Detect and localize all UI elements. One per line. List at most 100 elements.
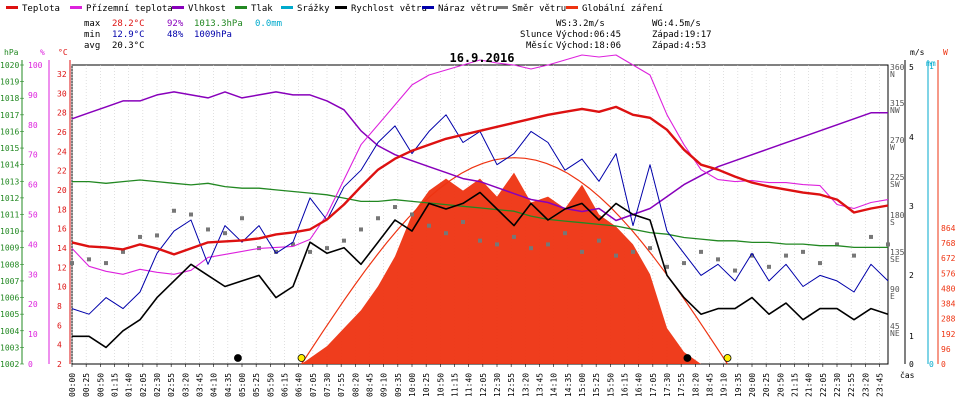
- axes: 00:00 00:25 00:50 01:15 01:40 02:05 02:30 02:55…: [0, 48, 956, 397]
- x-tick-label: 08:45: [366, 373, 375, 397]
- hpa-tick-label: 1004: [0, 327, 19, 336]
- deg-tick-label: 14: [57, 244, 67, 253]
- wind-dir-point: [682, 261, 686, 266]
- hpa-tick-label: 1020: [0, 61, 19, 70]
- pct-tick-label: 30: [28, 270, 38, 279]
- axis-pct-unit: %: [40, 48, 45, 57]
- wind-dir-point: [223, 231, 227, 236]
- x-tick-label: 10:00: [408, 373, 417, 397]
- x-tick-label: 10:25: [422, 373, 431, 397]
- wind-dir-point: [648, 246, 652, 251]
- x-tick-label: 08:20: [351, 373, 360, 397]
- wind-dir-point: [512, 234, 516, 239]
- dir-tick-label: 360: [890, 63, 905, 72]
- stat-min-press: 1009hPa: [194, 30, 232, 40]
- legend-label: Srážky: [297, 4, 330, 14]
- wind-dir-point: [733, 268, 737, 273]
- wind-dir-point: [308, 249, 312, 254]
- wind-dir-point: [665, 264, 669, 269]
- deg-tick-label: 20: [57, 186, 67, 195]
- wind-dir-point: [767, 264, 771, 269]
- x-tick-label: 00:00: [68, 373, 77, 397]
- wind-dir-point: [699, 249, 703, 254]
- x-tick-label: 12:05: [479, 373, 488, 397]
- stat-max-hum: 92%: [167, 19, 184, 29]
- wind-dir-point: [393, 205, 397, 210]
- pct-tick-label: 90: [28, 91, 38, 100]
- pct-tick-label: 50: [28, 211, 38, 220]
- stats-block: max 28.2°C 92% 1013.3hPa 0.0mm min 12.9°…: [84, 19, 712, 51]
- deg-tick-label: 28: [57, 109, 67, 118]
- deg-tick-label: 30: [57, 89, 67, 98]
- stat-max-label: max: [84, 19, 101, 29]
- radiation-max-curve: [300, 157, 729, 365]
- legend-swatch: [172, 6, 184, 9]
- ms-tick-label: 0: [909, 360, 914, 369]
- legend-label: Tlak: [251, 4, 273, 14]
- wind-dir-point: [427, 223, 431, 228]
- wind-dir-point: [750, 253, 754, 258]
- wind-dir-point: [597, 238, 601, 243]
- dir-tick-label: 315: [890, 99, 905, 108]
- stat-ws: WS:3.2m/s: [556, 19, 605, 29]
- x-tick-label: 11:40: [465, 373, 474, 397]
- mm-tick-label: 1: [929, 62, 934, 71]
- legend-swatch: [422, 6, 434, 9]
- wind-dir-point: [444, 231, 448, 236]
- x-tick-label: 18:45: [706, 373, 715, 397]
- dir-tick-label: SE: [890, 255, 900, 264]
- stat-avg-label: avg: [84, 41, 100, 51]
- legend-label: Náraz větru: [438, 4, 498, 14]
- legend-swatch: [281, 6, 293, 9]
- axis-mm-unit: mm: [926, 59, 936, 68]
- pct-tick-label: 0: [28, 360, 33, 369]
- series-rychlost-vetru: [72, 191, 889, 349]
- hpa-tick-label: 1018: [0, 94, 19, 103]
- x-tick-label: 13:45: [536, 373, 545, 397]
- legend-swatch: [70, 6, 82, 9]
- wind-dir-point: [70, 261, 74, 266]
- x-tick-label: 21:40: [805, 373, 814, 397]
- ms-tick-label: 1: [909, 332, 914, 341]
- x-tick-label: 03:45: [196, 373, 205, 397]
- x-tick-label: 02:30: [153, 373, 162, 397]
- stat-min-label: min: [84, 30, 100, 40]
- w-tick-label: 864: [941, 224, 956, 233]
- x-tick-label: 14:35: [564, 373, 573, 397]
- wind-dir-point: [869, 234, 873, 239]
- dir-tick-label: W: [890, 143, 895, 152]
- x-tick-label: 12:55: [507, 373, 516, 397]
- wind-dir-point: [546, 242, 550, 247]
- x-tick-label: 14:10: [550, 373, 559, 397]
- dir-tick-label: N: [890, 70, 895, 79]
- x-tick-label: 05:25: [252, 373, 261, 397]
- wind-dir-point: [274, 249, 278, 254]
- wind-dir-point: [716, 257, 720, 262]
- x-tick-label: 22:30: [833, 373, 842, 397]
- hpa-tick-label: 1017: [0, 111, 19, 120]
- deg-tick-label: 22: [57, 167, 67, 176]
- deg-tick-label: 24: [57, 147, 67, 156]
- stat-slunce-zapad: Západ:19:17: [652, 30, 712, 40]
- legend-label: Směr větru: [512, 4, 566, 14]
- x-tick-label: 23:45: [876, 373, 885, 397]
- x-tick-label: 15:00: [578, 373, 587, 397]
- axis-w-unit: W: [943, 48, 948, 57]
- stat-max-press: 1013.3hPa: [194, 19, 243, 29]
- x-tick-label: 09:35: [394, 373, 403, 397]
- wind-dir-point: [189, 212, 193, 217]
- radiation-area: [301, 172, 701, 364]
- wind-dir-point: [172, 208, 176, 213]
- x-tick-label: 10:50: [436, 373, 445, 397]
- x-tick-label: 05:50: [266, 373, 275, 397]
- pct-tick-label: 100: [28, 61, 43, 70]
- dir-tick-label: 225: [890, 173, 905, 182]
- wind-dir-point: [359, 227, 363, 232]
- dir-tick-label: 270: [890, 136, 905, 145]
- hpa-tick-label: 1013: [0, 177, 19, 186]
- x-tick-label: 06:15: [281, 373, 290, 397]
- series-teplota: [71, 105, 889, 256]
- axis-ms-unit: m/s: [910, 48, 925, 57]
- moonrise-marker: [683, 354, 692, 362]
- sunset-marker: [723, 354, 732, 362]
